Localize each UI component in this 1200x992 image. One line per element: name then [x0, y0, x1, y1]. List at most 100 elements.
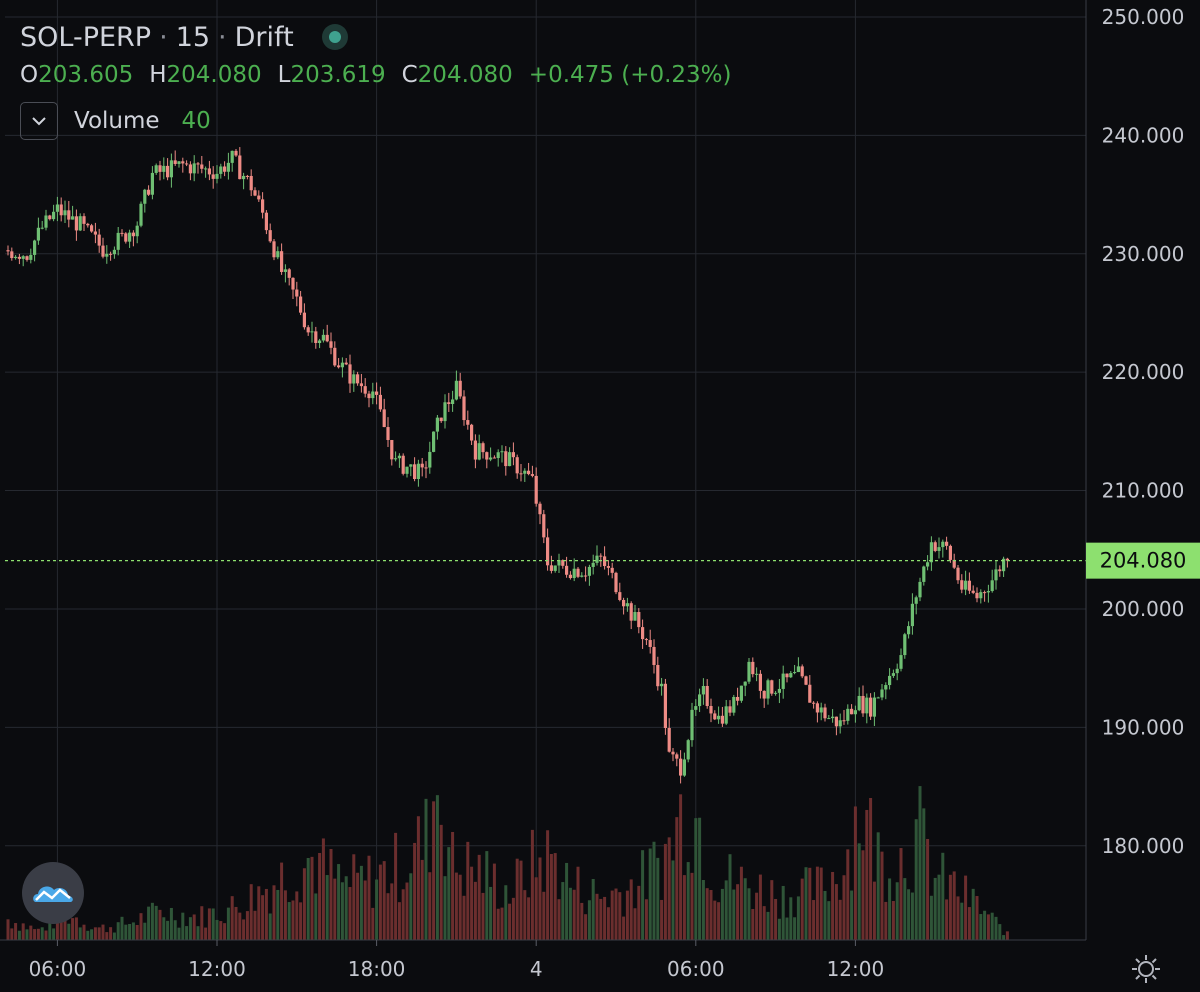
- candle-body: [287, 269, 291, 278]
- volume-bar: [394, 832, 398, 940]
- volume-bar: [48, 915, 52, 940]
- candle-body: [956, 567, 960, 581]
- symbol-name[interactable]: SOL-PERP: [20, 21, 152, 53]
- price-tick-label: 200.000: [1102, 597, 1185, 621]
- volume-bar: [44, 930, 48, 940]
- volume-bar: [90, 929, 94, 940]
- candle-body: [314, 331, 318, 344]
- volume-bar: [219, 921, 223, 940]
- collapse-button[interactable]: [20, 102, 58, 140]
- candle-body: [637, 612, 641, 628]
- volume-bar: [473, 881, 477, 940]
- candle-body: [561, 560, 565, 566]
- volume-bar: [291, 900, 295, 940]
- volume-bar: [1002, 935, 1006, 940]
- price-tick-label: 180.000: [1102, 834, 1185, 858]
- candle-body: [838, 720, 842, 727]
- volume-bar: [891, 901, 895, 940]
- candle-body: [971, 590, 975, 593]
- volume-bar: [527, 897, 531, 940]
- volume-bar: [154, 905, 158, 940]
- candle-body: [382, 409, 386, 428]
- candle-body: [109, 253, 113, 255]
- candle-body: [842, 720, 846, 722]
- volume-bar: [774, 898, 778, 940]
- candle-body: [131, 232, 135, 237]
- time-tick-label: 06:00: [29, 957, 87, 981]
- volume-bar: [375, 879, 379, 940]
- volume-bar: [200, 906, 204, 940]
- volume-bar: [793, 917, 797, 940]
- candle-body: [78, 216, 82, 231]
- candle-body: [299, 296, 303, 313]
- candle-body: [158, 165, 162, 172]
- volume-bar: [177, 927, 181, 940]
- volume-bar: [321, 838, 325, 940]
- candle-body: [717, 715, 721, 720]
- volume-bar: [861, 850, 865, 940]
- volume-bar: [14, 923, 18, 940]
- interval-label[interactable]: 15: [175, 21, 211, 53]
- candle-body: [910, 603, 914, 627]
- candle-body: [17, 256, 21, 259]
- volume-bar: [462, 895, 466, 940]
- volume-bar: [280, 862, 284, 940]
- candle-body: [337, 365, 341, 368]
- volume-bar: [511, 897, 515, 940]
- volume-bar: [641, 850, 645, 940]
- candle-body: [580, 575, 584, 577]
- candle-body: [496, 452, 500, 459]
- volume-bar: [812, 900, 816, 940]
- price-axis[interactable]: 250.000 240.000 230.000 220.000 210.000 200.0…: [1102, 5, 1185, 858]
- volume-bar: [185, 926, 189, 940]
- volume-bar: [789, 897, 793, 940]
- candle-body: [846, 708, 850, 721]
- volume-bar: [204, 927, 208, 940]
- volume-bar: [257, 886, 261, 940]
- candle-body: [105, 253, 109, 257]
- price-tick-label: 250.000: [1102, 5, 1185, 29]
- volume-bar: [660, 899, 664, 940]
- candle-body: [591, 562, 595, 567]
- volume-bar: [796, 896, 800, 940]
- volume-bar: [401, 889, 405, 940]
- settings-button[interactable]: [1130, 953, 1162, 985]
- volume-bar: [25, 929, 29, 940]
- volume-bar: [800, 878, 804, 940]
- volume-bar: [420, 859, 424, 940]
- volume-bar: [344, 876, 348, 940]
- volume-bar: [580, 902, 584, 940]
- volume-bar: [584, 914, 588, 940]
- volume-bar: [242, 919, 246, 940]
- candle-body: [872, 697, 876, 717]
- candle-body: [268, 230, 272, 242]
- candle-body: [378, 394, 382, 410]
- volume-bar: [751, 909, 755, 940]
- time-axis[interactable]: 06:00 12:00 18:00 4 06:00 12:00: [29, 940, 885, 981]
- volume-bar: [827, 901, 831, 940]
- candle-body: [74, 216, 78, 231]
- candle-body: [777, 688, 781, 693]
- volume-bar: [865, 809, 869, 940]
- candle-body: [40, 227, 44, 229]
- candle-body: [884, 685, 888, 690]
- volume-bar: [610, 890, 614, 940]
- volume-bar: [295, 891, 299, 940]
- candle-body: [21, 256, 25, 259]
- volume-bar: [223, 923, 227, 940]
- candle-body: [124, 233, 128, 242]
- volume-bar: [409, 873, 413, 940]
- candle-body: [473, 440, 477, 460]
- candle-body: [363, 386, 367, 394]
- logo-badge[interactable]: [22, 862, 84, 924]
- candle-body: [367, 393, 371, 399]
- volume-bar: [557, 899, 561, 940]
- volume-bar: [945, 899, 949, 940]
- candle-body: [751, 661, 755, 675]
- candle-body: [629, 603, 633, 621]
- candle-body: [644, 639, 648, 641]
- volume-bar: [264, 888, 268, 940]
- candle-body: [185, 163, 189, 165]
- price-tick-label: 190.000: [1102, 715, 1185, 739]
